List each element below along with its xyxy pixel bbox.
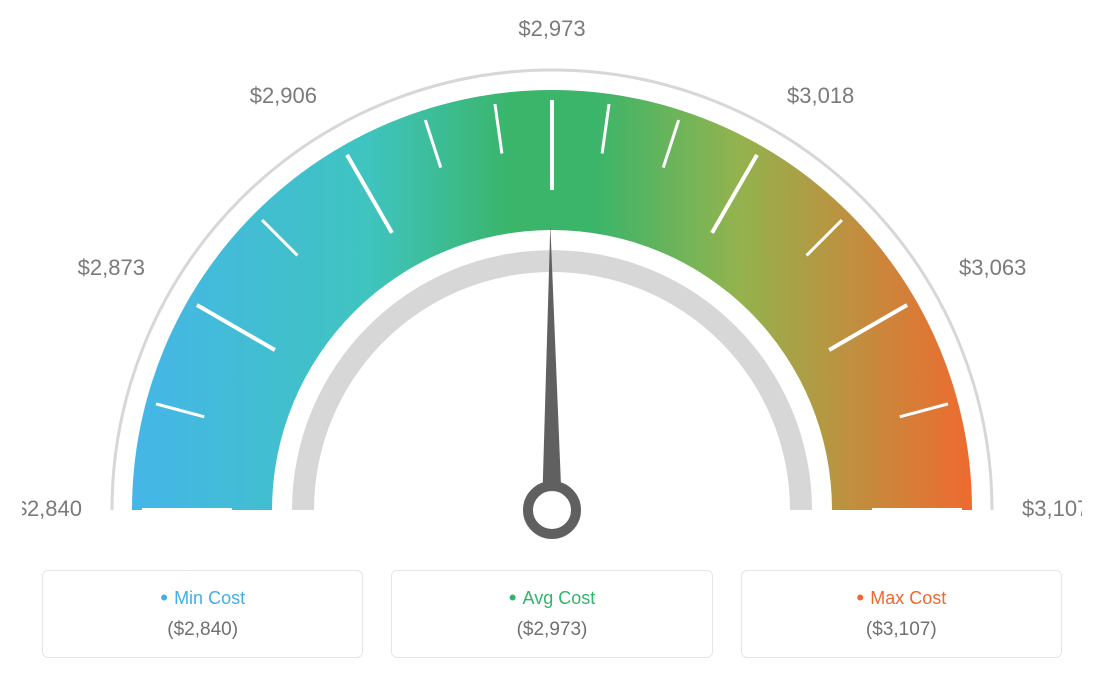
svg-text:$2,840: $2,840 [22, 496, 82, 521]
svg-text:$3,063: $3,063 [959, 255, 1026, 280]
legend-max-value: ($3,107) [758, 619, 1045, 641]
legend-max-label: Max Cost [758, 585, 1045, 611]
svg-text:$2,873: $2,873 [78, 255, 145, 280]
legend-min-value: ($2,840) [59, 619, 346, 641]
legend-min-card: Min Cost ($2,840) [42, 570, 363, 658]
legend-min-label: Min Cost [59, 585, 346, 611]
legend-avg-label: Avg Cost [408, 585, 695, 611]
legend-row: Min Cost ($2,840) Avg Cost ($2,973) Max … [42, 570, 1062, 658]
legend-avg-card: Avg Cost ($2,973) [391, 570, 712, 658]
cost-gauge: $2,840 $2,873 $2,906 $2,973 $3,018 $3,063 $3,1… [22, 20, 1082, 560]
legend-max-card: Max Cost ($3,107) [741, 570, 1062, 658]
svg-text:$3,018: $3,018 [787, 83, 854, 108]
svg-text:$2,906: $2,906 [250, 83, 317, 108]
svg-text:$2,973: $2,973 [518, 20, 585, 41]
legend-avg-value: ($2,973) [408, 619, 695, 641]
svg-text:$3,107: $3,107 [1022, 496, 1082, 521]
